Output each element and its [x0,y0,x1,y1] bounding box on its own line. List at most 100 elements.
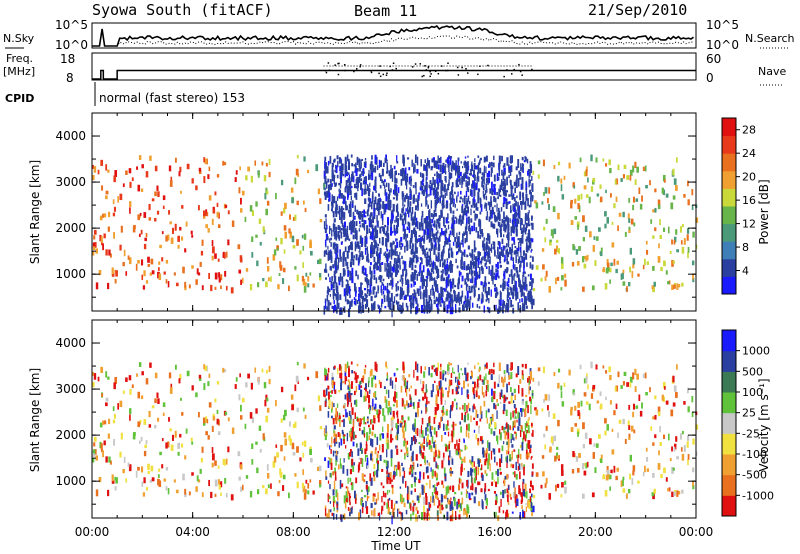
power-point [413,279,415,287]
velocity-point [523,464,526,469]
velocity-point [169,387,173,394]
power-point [462,233,464,243]
power-point [550,229,554,236]
velocity-point [577,410,580,417]
power-point [327,178,330,183]
power-point [497,275,500,279]
power-point [303,233,307,240]
velocity-point [512,464,515,469]
power-point [519,177,522,180]
power-point [413,251,416,259]
velocity-point [407,402,410,408]
power-point [184,248,187,253]
power-point [270,276,272,282]
velocity-point [367,496,370,499]
power-point [404,246,406,253]
power-point [431,228,434,237]
power-point [426,269,429,276]
velocity-point [283,456,286,461]
velocity-point [411,500,415,503]
velocity-point [234,384,237,389]
power-point [349,208,352,217]
velocity-point [135,470,138,478]
power-point [530,191,532,198]
power-point [374,196,377,202]
velocity-point [336,450,339,455]
power-point [361,237,364,246]
velocity-point [441,435,443,442]
velocity-point [505,431,508,436]
power-point [452,210,455,214]
velocity-point [578,453,581,458]
velocity-point [198,412,200,418]
power-point [510,269,513,277]
velocity-point [395,399,398,408]
power-point [433,299,436,305]
power-point [485,183,488,190]
velocity-point [105,371,108,378]
power-point [445,204,448,209]
power-point [485,246,488,254]
power-point [374,176,377,181]
freq-point [427,66,430,69]
velocity-point [353,390,356,396]
power-point [628,218,631,223]
power-point [170,237,174,244]
power-point [114,269,117,274]
power-point [351,175,354,180]
velocity-point [554,455,557,462]
velocity-point [334,437,336,447]
power-point [523,304,526,312]
power-point [400,246,403,250]
power-point [249,283,253,291]
power-point [336,174,339,179]
power-point [93,229,97,235]
velocity-point [498,448,501,453]
velocity-point [92,453,96,457]
power-point [391,277,394,281]
power-point [366,184,369,191]
power-point [691,189,694,196]
power-point [494,287,497,292]
power-point [486,211,488,217]
power-point [475,202,478,211]
velocity-point [493,390,496,400]
power-point [617,225,619,232]
power-point [333,304,336,312]
power-point [362,265,365,272]
power-point [323,268,326,273]
power-point [636,166,639,173]
power-point [442,194,445,200]
velocity-point [480,488,483,493]
power-point [532,170,535,175]
power-point [508,274,511,278]
power-point [506,281,509,287]
power-point [581,256,585,263]
power-point [420,237,423,242]
power-point [615,178,619,185]
velocity-point [545,425,548,431]
power-point [334,182,337,187]
power-point [523,265,525,273]
velocity-point [244,423,247,430]
velocity-point [376,460,380,465]
velocity-point [504,396,507,402]
power-point [347,178,350,183]
velocity-point [376,413,379,418]
power-point [396,161,399,164]
power-point [497,212,500,220]
power-point [435,304,438,308]
power-point [158,273,162,281]
velocity-point [309,449,312,456]
velocity-point [442,372,445,381]
power-point [435,160,438,170]
velocity-point [527,404,529,414]
velocity-point [423,446,425,451]
power-point [494,293,497,299]
power-point [618,212,622,217]
velocity-point [383,415,386,422]
power-point [240,257,243,263]
power-point [521,201,523,210]
velocity-point [218,479,221,485]
power-point [477,191,480,197]
